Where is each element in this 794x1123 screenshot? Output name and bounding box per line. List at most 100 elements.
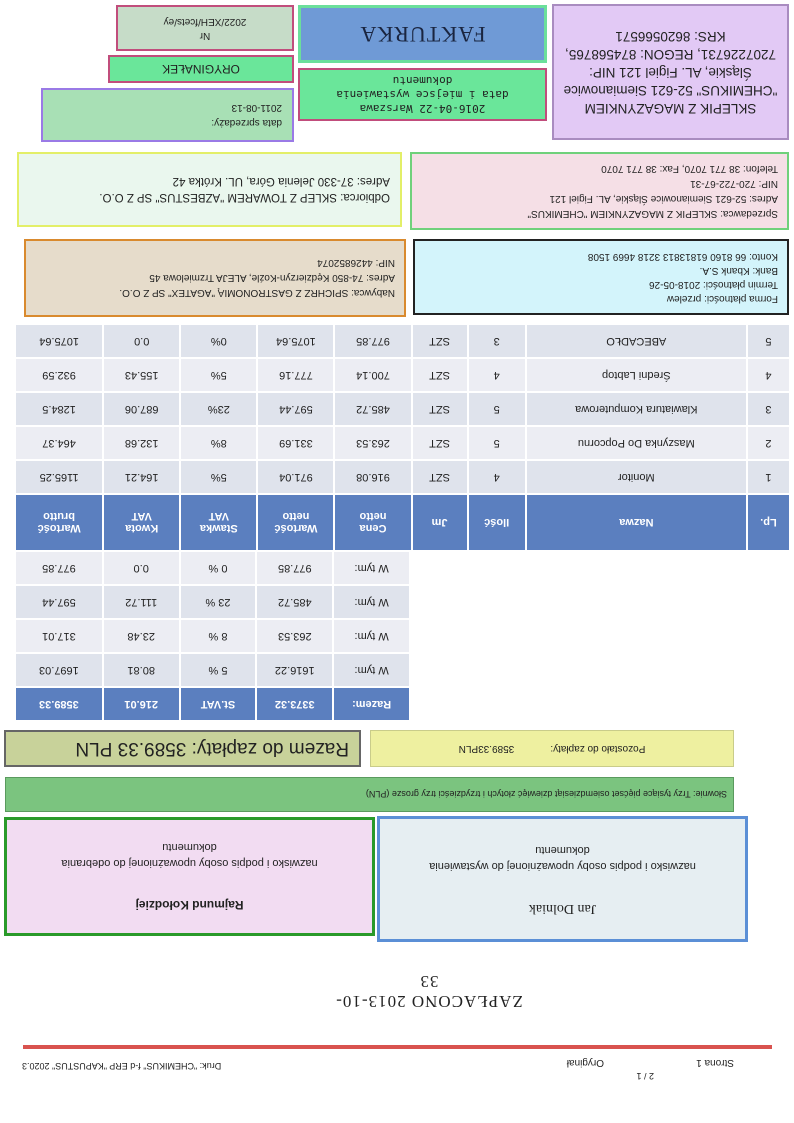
- summary-cell: 1616.22: [257, 654, 333, 686]
- issuer-signature-box: Jan Dolniak nazwisko i podpis osoby upow…: [377, 816, 748, 942]
- summary-cell: 8 %: [180, 620, 256, 652]
- summary-cell: 23.48: [103, 620, 179, 652]
- column-header: Nazwa: [526, 495, 746, 550]
- summary-cell: W tym:: [334, 654, 409, 686]
- summary-cell: 1697.03: [16, 654, 102, 686]
- seller-address: Adres: 52-621 Siemianowice Śląskie, AL. …: [549, 193, 778, 204]
- summary-cell: W tym:: [334, 552, 409, 584]
- cell-lp: 5: [747, 325, 789, 357]
- receiver-name: Rajmund Kołodziej: [135, 898, 244, 913]
- seller-nip: NIP: 720-722-67-31: [690, 178, 778, 189]
- cell-net-price: 916.08: [335, 461, 411, 493]
- sale-date-value: 2011-08-13: [231, 102, 282, 113]
- summary-total-gross: 3589.33: [16, 688, 102, 720]
- cell-vat-rate: 23%: [181, 393, 257, 425]
- cell-name: ABECADŁO: [526, 325, 746, 357]
- document-title: FAKTURKA: [359, 22, 486, 47]
- cell-qty: 5: [468, 427, 525, 459]
- cell-vat-rate: 5%: [181, 461, 257, 493]
- summary-total-net: 3373.32: [257, 688, 333, 720]
- table-row: 1 Monitor 4 SZT 916.08 971.04 5% 164.21 …: [16, 461, 789, 493]
- cell-net-price: 977.85: [335, 325, 411, 357]
- column-header: Ilość: [468, 495, 525, 550]
- cell-qty: 5: [468, 393, 525, 425]
- cell-lp: 4: [747, 359, 789, 391]
- payment-account: Konto: 66 8160 61813813 3218 4669 1508: [587, 251, 778, 262]
- summary-cell: W tym:: [334, 586, 409, 618]
- summary-cell: 23 %: [180, 586, 256, 618]
- summary-cell: 5 %: [180, 654, 256, 686]
- invoice-number-value: 2022/XEH/fcets/ey: [163, 16, 247, 27]
- remaining-label: Pozostało do zapłaty:: [550, 743, 646, 754]
- cell-gross-value: 464.37: [16, 427, 103, 459]
- invoice-number-label: Nr: [199, 30, 211, 41]
- summary-cell: 263.53: [257, 620, 333, 652]
- total-to-pay-box: Razem do zapłaty: 3589.33 PLN: [4, 730, 361, 767]
- cell-vat-amount: 132.68: [104, 427, 180, 459]
- cell-vat-amount: 687.06: [104, 393, 180, 425]
- seller-header-line: KRS: 8620566571: [615, 29, 726, 44]
- table-row: 4 Średni Labtop 4 SZT 700.14 777.16 5% 1…: [16, 359, 789, 391]
- cell-vat-rate: 8%: [181, 427, 257, 459]
- recipient-name: Odbiorca: SKLEP Z TOWAREM "AZBESTUS" SP …: [99, 191, 390, 204]
- summary-cell: 0.0: [103, 552, 179, 584]
- cell-vat-rate: 0%: [181, 325, 257, 357]
- cell-unit: SZT: [412, 461, 467, 493]
- cell-qty: 4: [468, 461, 525, 493]
- invoice-number-box: Nr 2022/XEH/fcets/ey: [116, 5, 294, 51]
- table-row: 5 ABECADŁO 3 SZT 977.85 1075.64 0% 0.0 1…: [16, 325, 789, 357]
- recipient-box: Odbiorca: SKLEP Z TOWAREM "AZBESTUS" SP …: [17, 152, 402, 227]
- cell-unit: SZT: [412, 359, 467, 391]
- footer-rule: [23, 1045, 772, 1049]
- summary-row: W tym: 977.85 0 % 0.0 977.85: [16, 552, 409, 584]
- cell-unit: SZT: [412, 427, 467, 459]
- receiver-signature-box: Rajmund Kołodziej nazwisko i podpis osob…: [4, 817, 375, 936]
- cell-lp: 2: [747, 427, 789, 459]
- receiver-sign-label: nazwisko i podpis osoby upoważnionej do …: [61, 857, 318, 870]
- receiver-sign-label: dokumentu: [162, 841, 217, 854]
- column-header: Wartość netto: [258, 495, 334, 550]
- cell-vat-rate: 5%: [181, 359, 257, 391]
- table-row: 2 Maszynka Do Popcornu 5 SZT 263.53 331.…: [16, 427, 789, 459]
- summary-cell: 977.85: [16, 552, 102, 584]
- amount-in-words-box: Słownie: Trzy tysiące pięćset osiemdzies…: [5, 777, 734, 812]
- seller-name: Sprzedawca: SKLEPIK Z MAGAZYNKIEM "CHEMI…: [527, 208, 779, 219]
- cell-qty: 4: [468, 359, 525, 391]
- summary-cell: 317.01: [16, 620, 102, 652]
- footer-print-info: Druk: "CHEMIKUS" f-d ERP "KAPUSTUS" 2020…: [22, 1061, 222, 1071]
- cell-net-value: 597.44: [258, 393, 334, 425]
- issuer-name: Jan Dolniak: [528, 901, 597, 916]
- cell-net-value: 971.04: [258, 461, 334, 493]
- cell-vat-amount: 0.0: [104, 325, 180, 357]
- cell-gross-value: 1075.64: [16, 325, 103, 357]
- cell-gross-value: 1284.5: [16, 393, 103, 425]
- column-header: Lp.: [747, 495, 789, 550]
- cell-net-price: 263.53: [335, 427, 411, 459]
- footer-original-label: Oryginał: [566, 1057, 604, 1068]
- seller-header-line: Śląskie, AL. Figiel 121 NIP:: [589, 65, 752, 80]
- column-header: Jm: [412, 495, 467, 550]
- cell-lp: 3: [747, 393, 789, 425]
- summary-cell: 0 %: [180, 552, 256, 584]
- column-header: Kwota VAT: [104, 495, 180, 550]
- cell-vat-amount: 164.21: [104, 461, 180, 493]
- issuer-sign-label: nazwisko i podpis osoby upoważnionej do …: [429, 860, 696, 872]
- cell-name: Klawiatura Komputerowa: [526, 393, 746, 425]
- table-row: 3 Klawiatura Komputerowa 5 SZT 485.72 59…: [16, 393, 789, 425]
- original-badge: ORYGINAŁEK: [108, 55, 294, 83]
- payment-deadline: Termin płatności: 2018-05-26: [649, 279, 778, 290]
- footer-page-number: Strona 1: [696, 1057, 734, 1068]
- issue-date-value: 2016-04-22 Warszawa: [359, 102, 486, 116]
- items-table: Lp. Nazwa Ilość Jm Cena netto Wartość nett…: [14, 323, 791, 552]
- column-header: Wartość brutto: [16, 495, 103, 550]
- buyer-name: Nabywca: SPICHRZ Z GASTRONOMIĄ "AGATEX" …: [119, 287, 395, 299]
- summary-total-label: Razem:: [334, 688, 409, 720]
- buyer-box: Nabywca: SPICHRZ Z GASTRONOMIĄ "AGATEX" …: [24, 239, 406, 317]
- cell-vat-amount: 155.43: [104, 359, 180, 391]
- cell-name: Średni Labtop: [526, 359, 746, 391]
- summary-total-row: Razem: 3373.32 St.VAT 216.01 3589.33: [16, 688, 409, 720]
- summary-row: W tym: 263.53 8 % 23.48 317.01: [16, 620, 409, 652]
- seller-header-box: SKLEPIK Z MAGAZYNKIEM "CHEMIKUS" 52-621 …: [552, 4, 789, 140]
- summary-cell: 485.72: [257, 586, 333, 618]
- cell-unit: SZT: [412, 325, 467, 357]
